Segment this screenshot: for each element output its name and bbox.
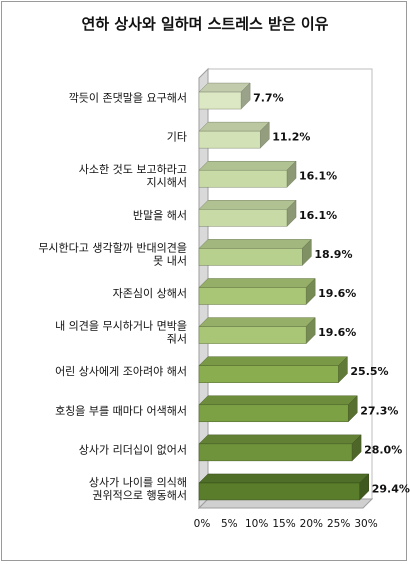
bar-top bbox=[198, 239, 312, 249]
data-label: 11.2% bbox=[272, 131, 310, 144]
bar bbox=[198, 404, 349, 423]
plot-area: 7.7% 깍듯이 존댓말을 요구해서 11.2% 기타 16.1% 사소한 것도 보고하라… bbox=[38, 67, 410, 530]
category-label: 사소한 것도 보고하라고 bbox=[79, 162, 187, 176]
category-label: 반말을 해서 bbox=[133, 208, 187, 222]
category-label: 줘서 bbox=[167, 333, 187, 346]
category-label: 지시해서 bbox=[147, 175, 187, 189]
data-label: 16.1% bbox=[299, 170, 337, 183]
bar-top bbox=[198, 473, 370, 484]
x-tick-label: 25% bbox=[327, 518, 350, 530]
category-label: 못 내서 bbox=[153, 254, 187, 267]
x-tick-label: 0% bbox=[194, 518, 211, 530]
category-label: 권위적으로 행동해서 bbox=[92, 488, 187, 502]
bar-top bbox=[198, 434, 362, 445]
bar-top bbox=[198, 395, 358, 406]
category-label: 무시한다고 생각할까 반대의견을 bbox=[38, 241, 187, 254]
data-label: 16.1% bbox=[299, 209, 337, 222]
data-label: 28.0% bbox=[364, 443, 402, 456]
bar bbox=[198, 169, 288, 188]
category-label: 상사가 리더십이 없어서 bbox=[79, 443, 187, 456]
chart-title: 연하 상사와 일하며 스트레스 받은 이유 bbox=[82, 15, 329, 33]
bar bbox=[198, 248, 303, 266]
x-tick-label: 20% bbox=[300, 518, 323, 530]
category-label: 호칭을 부를 때마다 어색해서 bbox=[55, 403, 187, 417]
category-label: 상사가 나이를 의식해 bbox=[89, 475, 187, 489]
bar-top bbox=[198, 278, 316, 288]
category-label: 어린 상사에게 조아려야 해서 bbox=[55, 364, 187, 378]
bar-top bbox=[198, 160, 297, 171]
bar bbox=[198, 130, 261, 149]
bar-top bbox=[198, 317, 316, 327]
category-label: 깍듯이 존댓말을 요구해서 bbox=[69, 91, 187, 105]
bar bbox=[198, 91, 242, 110]
floor bbox=[197, 498, 374, 509]
x-tick-label: 5% bbox=[221, 518, 238, 530]
data-label: 19.6% bbox=[318, 287, 356, 300]
bar bbox=[198, 443, 353, 462]
bar bbox=[198, 326, 307, 344]
bar bbox=[198, 209, 288, 227]
bar-top bbox=[198, 121, 270, 132]
bar-top bbox=[198, 356, 349, 366]
data-label: 25.5% bbox=[350, 365, 388, 378]
bar bbox=[198, 287, 307, 305]
bar bbox=[198, 482, 360, 501]
bar-top bbox=[198, 200, 297, 210]
category-label: 자존심이 상해서 bbox=[113, 286, 187, 300]
x-tick-label: 30% bbox=[354, 518, 377, 530]
category-label: 기타 bbox=[167, 131, 187, 144]
data-label: 18.9% bbox=[314, 248, 352, 261]
bar bbox=[198, 365, 339, 383]
data-label: 19.6% bbox=[318, 326, 356, 339]
x-tick-label: 15% bbox=[272, 518, 295, 530]
data-label: 29.4% bbox=[372, 482, 410, 495]
category-label: 내 의견을 무시하거나 면박을 bbox=[55, 319, 187, 333]
data-label: 27.3% bbox=[360, 404, 398, 417]
data-label: 7.7% bbox=[253, 92, 284, 105]
x-tick-label: 10% bbox=[245, 518, 268, 530]
